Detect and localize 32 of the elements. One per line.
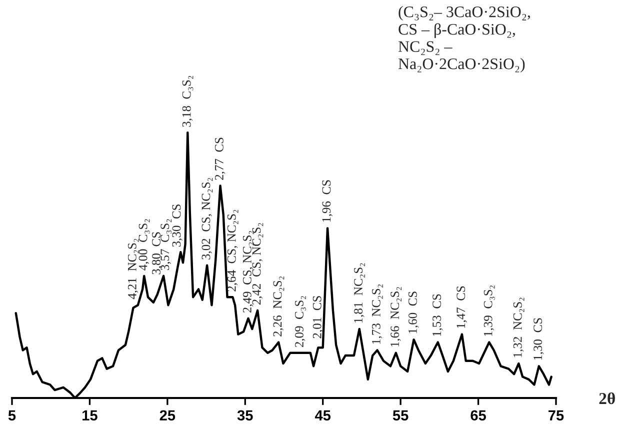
annotation: 3,57 C₃S₂ [160, 219, 172, 270]
x-tick-label: 25 [160, 410, 176, 421]
x-tick-label: 35 [237, 410, 253, 421]
annotation: 1,60 CS [408, 292, 419, 334]
annotation: 2,01 CS [312, 296, 324, 338]
annotation: 4,00 C₃S₂ [138, 219, 150, 270]
x-tick-label: 15 [82, 410, 98, 421]
annotation: 1,47 CS [456, 286, 467, 328]
x-tick-label: 75 [548, 410, 564, 421]
annotation: 3,18 C₃S₂ [182, 76, 194, 127]
annotation: 1,81 NC₂S₂ [354, 263, 365, 323]
x-tick-label: 65 [470, 410, 486, 421]
annotation: 1,66 NC₂S₂ [390, 287, 402, 346]
annotation: 3,02 CS, NC₂S₂ [202, 178, 213, 260]
x-axis-title: 2θ [599, 392, 615, 404]
annotation: 1,73 NC₂S₂ [372, 284, 383, 344]
x-tick-label: 55 [392, 410, 408, 421]
annotation: 1,53 CS [432, 294, 443, 336]
annotation: 1,39 C₃S₂ [484, 286, 495, 336]
annotation: 2,77 CS [215, 138, 226, 180]
annotation: 1,32 NC₂S₂ [513, 298, 524, 358]
annotation: 2,09 C₃S₂ [295, 296, 306, 348]
annotation: 2,26 NC₂S₂ [273, 276, 284, 336]
annotation: 1,96 CS [322, 180, 332, 222]
x-tick-label: 45 [314, 410, 331, 421]
annotation: 2,64 CS, NC₂S₂ [227, 210, 238, 292]
annotation: 4,21 NC₂S₂ [128, 238, 139, 300]
annotation: 1,30 CS [534, 318, 544, 360]
x-tick-label: 5 [8, 410, 16, 421]
annotation: 2,42 CS, NC₂S₂ [252, 223, 264, 305]
annotation: 3,30 CS [172, 204, 182, 247]
text: (C₃S₂– 3CaO·2SiO₂, CS – β-CaO·SiO₂, NC₂S₂ – Na₂O·2CaO·2SiO₂) [398, 6, 530, 72]
